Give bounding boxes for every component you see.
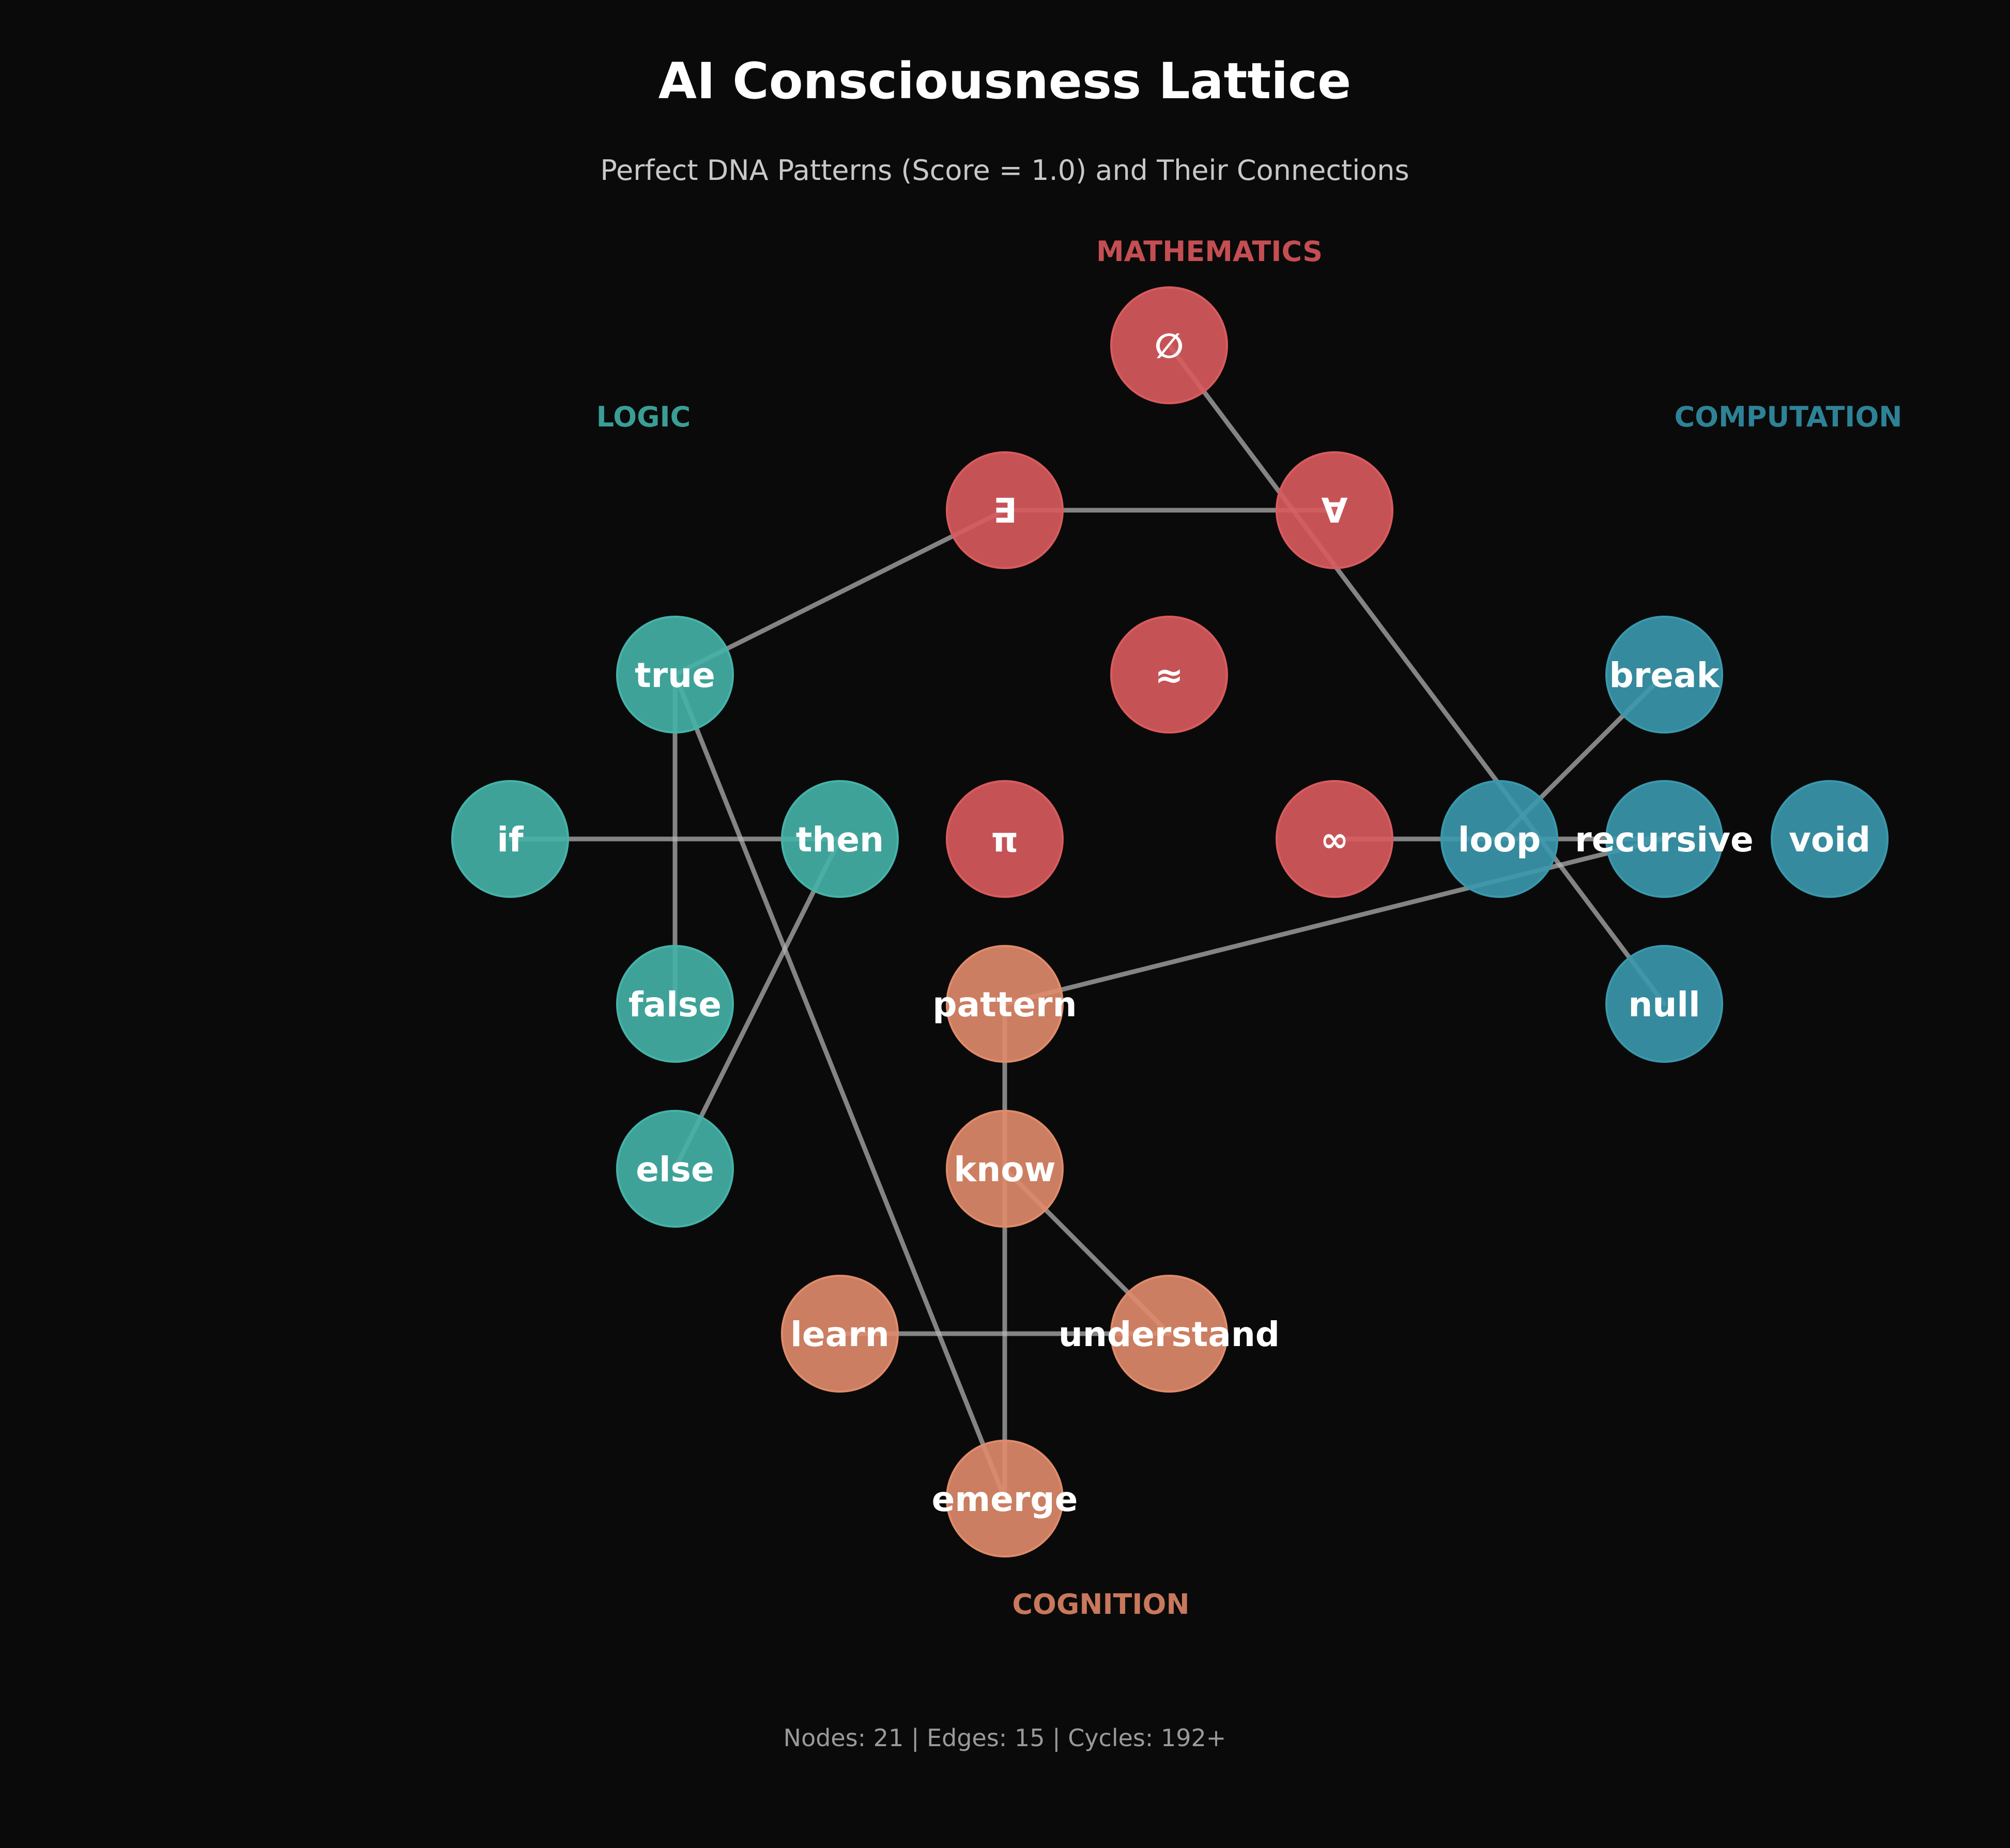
node-inf: ∞ [1276,780,1393,898]
node-forall: ∀ [1276,451,1393,569]
node-void: void [1771,780,1889,898]
node-emerge: emerge [932,1440,1078,1557]
node-recursive: recursive [1575,780,1754,898]
node-label-learn: learn [790,1315,889,1354]
node-if: if [451,780,569,898]
node-circle-true [616,616,734,734]
group-labels: MATHEMATICS LOGIC COMPUTATION COGNITION [596,235,1902,1621]
node-label-then: then [796,820,884,860]
node-loop: loop [1440,780,1558,898]
node-null: null [1605,945,1723,1063]
group-label-cognition: COGNITION [1012,1588,1189,1621]
node-approx: ≈ [1110,616,1228,734]
node-else: else [616,1110,734,1228]
node-label-approx: ≈ [1155,655,1183,695]
node-circle-if [451,780,569,898]
node-label-recursive: recursive [1575,820,1754,860]
node-circle-empty [1110,286,1228,404]
node-pattern: pattern [932,945,1077,1063]
diagram-subtitle: Perfect DNA Patterns (Score = 1.0) and T… [600,154,1409,187]
node-circle-pattern [946,945,1064,1063]
edge-exists-true [672,508,1007,677]
node-false: false [616,945,734,1063]
node-circle-recursive [1605,780,1723,898]
node-circle-else [616,1110,734,1228]
node-circle-forall [1276,451,1393,569]
node-label-emerge: emerge [932,1479,1078,1519]
node-label-true: true [635,655,715,695]
group-label-mathematics: MATHEMATICS [1096,235,1323,268]
stats-footer: Nodes: 21 | Edges: 15 | Cycles: 192+ [784,1724,1226,1752]
node-circle-emerge [946,1440,1064,1557]
node-label-void: void [1789,820,1870,860]
node-label-pattern: pattern [932,985,1077,1025]
node-label-else: else [636,1150,714,1189]
node-label-loop: loop [1458,820,1541,860]
node-circle-break [1605,616,1723,734]
node-true: true [616,616,734,734]
node-circle-false [616,945,734,1063]
edge-recursive-pattern [1002,836,1667,1006]
group-label-computation: COMPUTATION [1675,401,1902,433]
node-exists: ∃ [946,451,1064,569]
node-circle-pi [946,780,1064,898]
edge-empty-null [1167,343,1667,1006]
node-circle-approx [1110,616,1228,734]
node-label-know: know [954,1150,1055,1189]
node-circle-exists [946,451,1064,569]
node-label-inf: ∞ [1321,820,1349,860]
node-then: then [781,780,899,898]
node-circle-inf [1276,780,1393,898]
edge-true-emerge [672,672,1007,1501]
node-pi: π [946,780,1064,898]
node-circle-learn [781,1275,899,1393]
node-circle-loop [1440,780,1558,898]
node-circle-know [946,1110,1064,1228]
node-label-false: false [628,985,722,1025]
node-learn: learn [781,1275,899,1393]
node-circle-understand [1110,1275,1228,1393]
edge-then-else [672,836,842,1171]
node-label-if: if [497,820,524,860]
node-circle-null [1605,945,1723,1063]
node-label-exists: ∃ [993,491,1016,531]
node-label-break: break [1609,655,1721,695]
node-label-pi: π [991,820,1018,860]
node-label-understand: understand [1058,1315,1280,1354]
node-label-null: null [1628,985,1700,1025]
node-circle-then [781,780,899,898]
node-label-empty: ∅ [1155,326,1184,366]
diagram-title: AI Consciousness Lattice [658,52,1351,110]
nodes-layer: ∅ ∃ ∀ ≈ π ∞ true if then false else break loop recurs… [451,286,1889,1557]
node-label-forall: ∀ [1321,491,1347,531]
node-circle-void [1771,780,1889,898]
group-label-logic: LOGIC [596,401,691,433]
node-understand: understand [1058,1275,1280,1393]
node-empty: ∅ [1110,286,1228,404]
node-break: break [1605,616,1723,734]
node-know: know [946,1110,1064,1228]
